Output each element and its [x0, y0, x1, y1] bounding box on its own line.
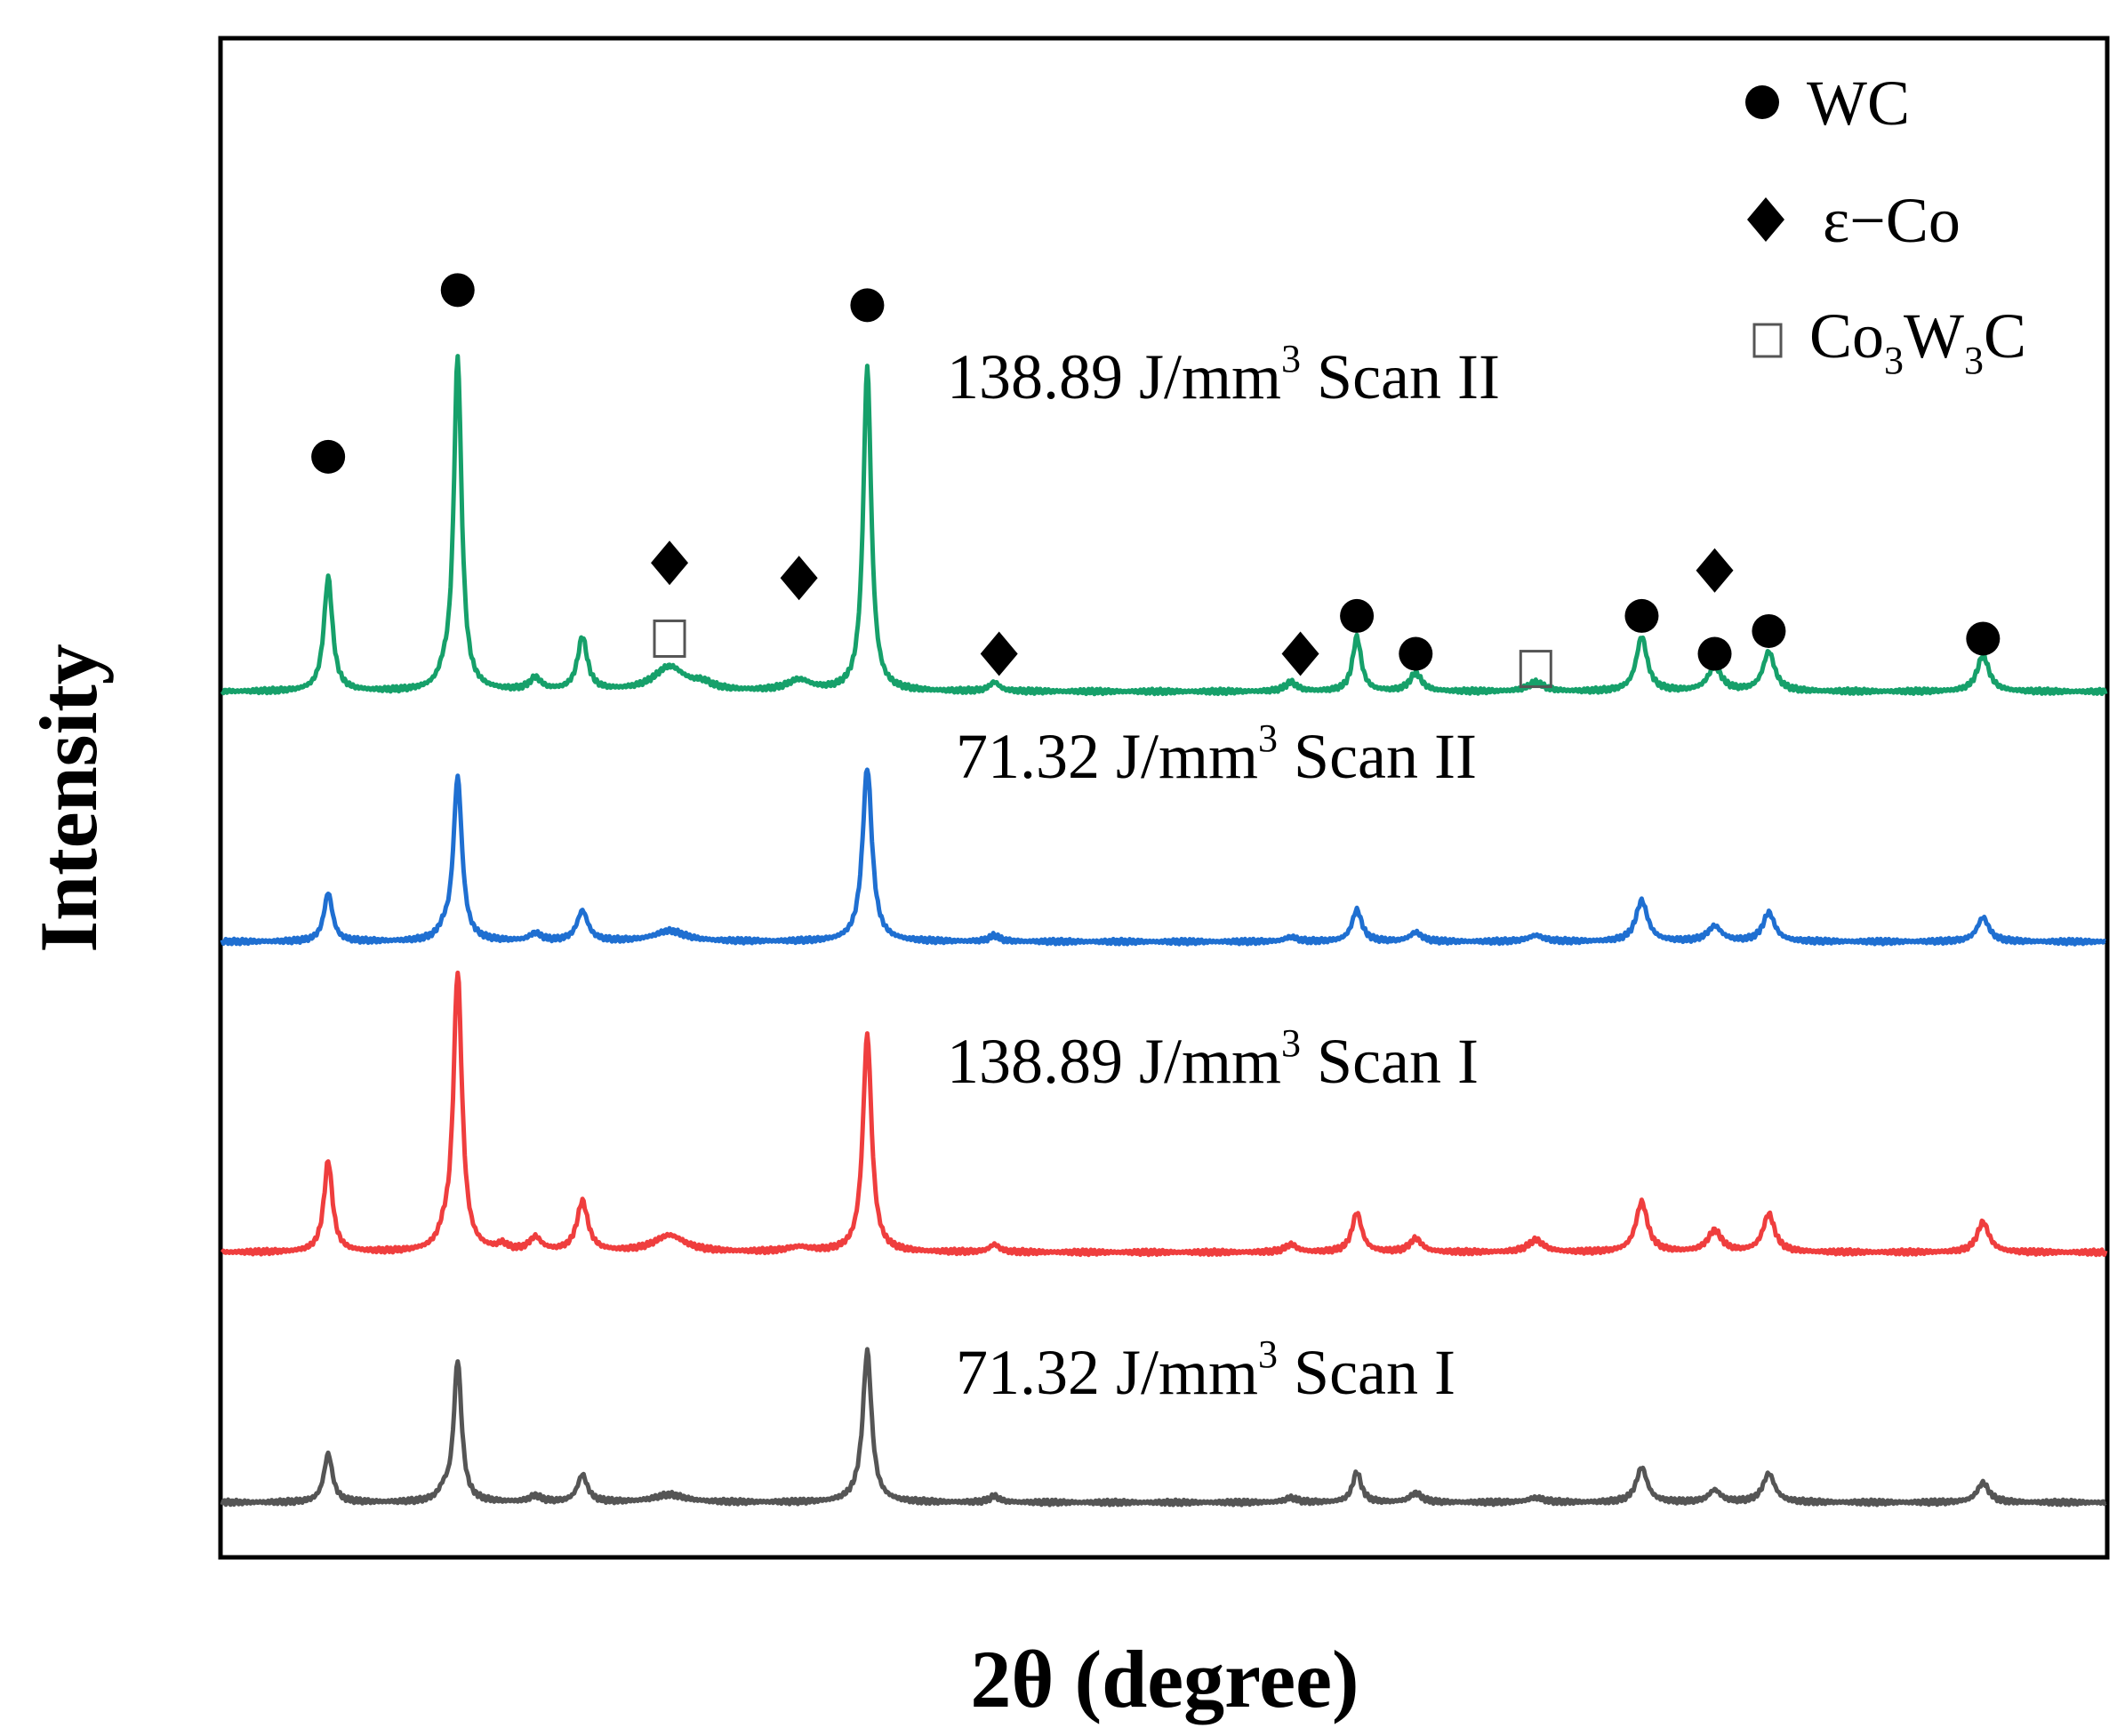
legend-square-icon: [1752, 323, 1783, 358]
e-co-peak-marker-0: [651, 540, 689, 586]
legend-diamond-icon: [1747, 197, 1784, 242]
e-co-peak-marker-4: [1696, 548, 1734, 593]
series-line-3: [220, 354, 2108, 697]
wc-peak-marker-5: [1624, 598, 1659, 633]
wc-peak-marker-2: [850, 288, 885, 323]
phase-marker-layer: [311, 273, 2001, 689]
y-axis-label: Intensity: [23, 644, 114, 953]
wc-peak-marker-3: [1340, 598, 1375, 633]
wc-peak-marker-0: [311, 439, 346, 474]
co3w3c-peak-marker-1: [1519, 650, 1552, 689]
series-label-138-89-scan-ii: 138.89 J/mm3 Scan II: [947, 337, 1500, 412]
series-layer: [220, 354, 2108, 1508]
wc-peak-marker-1: [440, 273, 475, 308]
legend-label-co3w3c: Co3W3C: [1809, 300, 2026, 382]
wc-peak-marker-7: [1752, 613, 1786, 648]
e-co-peak-marker-2: [980, 631, 1018, 676]
e-co-peak-marker-1: [780, 556, 818, 601]
co3w3c-peak-marker-0: [653, 619, 686, 658]
legend-label-e-co: ε−Co: [1823, 185, 1961, 256]
wc-peak-marker-4: [1399, 636, 1433, 671]
series-label-138-89-scan-i: 138.89 J/mm3 Scan I: [947, 1021, 1479, 1097]
series-line-1: [220, 970, 2108, 1258]
legend-circle-icon: [1745, 85, 1779, 119]
legend: WC ε−Co Co3W3C: [1745, 68, 2026, 382]
series-label-71-32-scan-i: 71.32 J/mm3 Scan I: [956, 1332, 1455, 1408]
wc-peak-marker-6: [1697, 636, 1732, 671]
legend-label-wc: WC: [1807, 68, 1910, 139]
series-line-0: [220, 1347, 2107, 1508]
series-line-2: [220, 767, 2107, 947]
plot-frame: [218, 36, 2110, 1560]
x-axis-label: 2θ (degree): [970, 1634, 1359, 1724]
e-co-peak-marker-3: [1281, 631, 1319, 676]
series-label-71-32-scan-ii: 71.32 J/mm3 Scan II: [956, 716, 1477, 792]
wc-peak-marker-8: [1966, 621, 2001, 656]
